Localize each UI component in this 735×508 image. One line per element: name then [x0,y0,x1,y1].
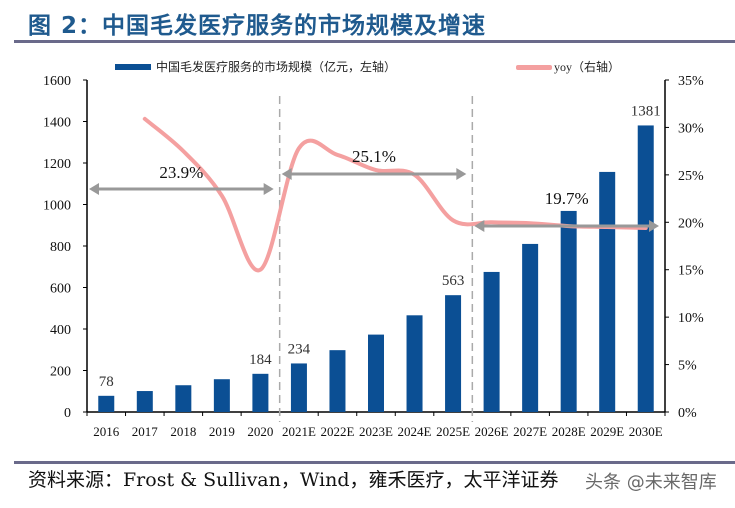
x-tick-label: 2026E [475,424,509,439]
watermark: 头条 @未来智库 [585,472,717,493]
x-tick-label: 2023E [359,424,393,439]
bar-2030E [637,125,654,412]
title-divider [14,40,735,43]
x-tick-label: 2029E [590,424,624,439]
arrow-head-right [649,220,659,232]
source-divider [14,461,735,464]
x-tick-label: 2021E [282,424,316,439]
bar-2028E [560,210,577,412]
bar-data-label: 78 [99,374,114,390]
bar-data-label: 563 [442,273,465,289]
x-tick-label: 2019 [209,424,235,439]
bar-data-label: 184 [249,352,272,368]
bar-2019 [213,379,230,412]
bar-2024E [406,315,423,412]
bar-data-label: 234 [288,341,311,357]
bar-2020 [252,373,269,412]
left-tick-label: 1400 [43,116,71,131]
cagr-label: 19.7% [545,189,589,208]
left-tick-label: 1600 [43,74,71,89]
arrow-head-right [263,183,274,195]
figure-title: 图 2：中国毛发医疗服务的市场规模及增速 [28,13,487,39]
x-tick-label: 2017 [132,424,159,439]
bar-2023E [368,334,384,412]
x-tick-label: 2027E [513,424,547,439]
legend-label-bar: 中国毛发医疗服务的市场规模（亿元，左轴） [156,59,396,74]
x-tick-label: 2016 [93,424,120,439]
x-tick-label: 2018 [170,424,196,439]
left-tick-label: 1200 [43,157,71,172]
bar-2029E [599,171,616,412]
bar-2027E [522,243,539,412]
right-tick-label: 20% [678,216,704,231]
x-tick-label: 2024E [398,424,432,439]
legend-label-line: yoy（右轴） [554,59,620,74]
arrow-head-left [89,183,99,195]
left-tick-label: 1000 [43,199,71,214]
bar-2025E [445,295,462,412]
x-tick-label: 2022E [320,424,354,439]
legend-swatch-line [516,65,552,70]
left-tick-label: 0 [64,406,71,421]
bar-2026E [483,271,500,412]
arrow-head-left [474,220,485,232]
right-tick-label: 25% [678,169,704,184]
right-tick-label: 35% [678,74,704,89]
right-tick-label: 0% [678,406,697,421]
x-tick-label: 2020 [247,424,273,439]
bar-2016 [98,395,115,412]
x-tick-label: 2025E [436,424,470,439]
left-tick-label: 600 [50,282,71,297]
bar-2022E [329,350,346,412]
right-tick-label: 10% [678,311,704,326]
left-tick-label: 200 [50,365,71,380]
bar-2017 [136,391,153,412]
source-note: 资料来源：Frost & Sullivan，Wind，雍禾医疗，太平洋证券 [28,469,559,491]
right-tick-label: 15% [678,264,704,279]
left-tick-label: 400 [50,323,71,338]
bar-data-label: 1381 [631,103,661,119]
arrow-head-right [456,168,467,180]
right-tick-label: 5% [678,359,697,374]
arrow-head-left [281,168,292,180]
cagr-label: 25.1% [352,147,396,166]
left-tick-label: 800 [50,240,71,255]
cagr-label: 23.9% [159,163,203,182]
legend-swatch-bar [115,64,151,70]
bar-2018 [175,385,192,412]
x-tick-label: 2030E [629,424,663,439]
x-tick-label: 2028E [552,424,586,439]
right-tick-label: 30% [678,121,704,136]
bar-2021E [290,363,307,412]
